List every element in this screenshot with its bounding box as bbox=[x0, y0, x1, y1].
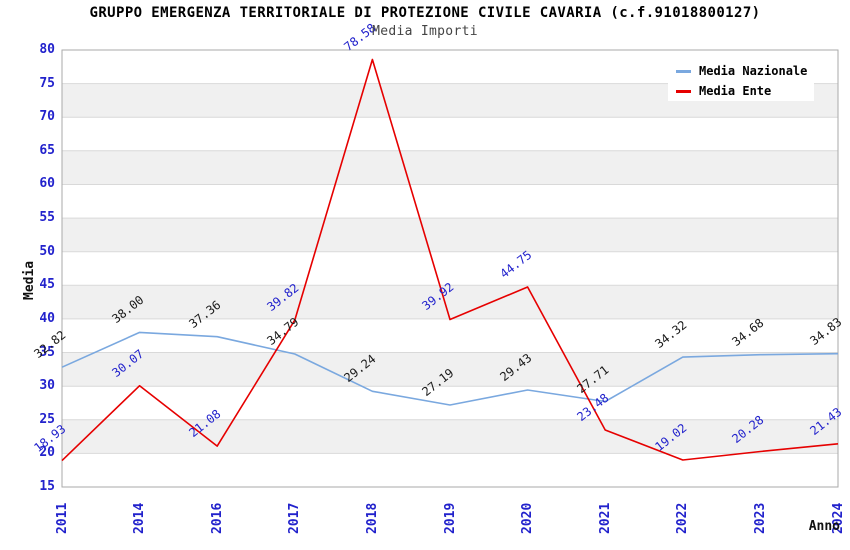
y-tick-label: 75 bbox=[39, 75, 55, 91]
x-tick-label: 2016 bbox=[209, 502, 225, 534]
y-tick-label: 55 bbox=[39, 210, 55, 226]
x-tick-label: 2018 bbox=[364, 502, 380, 534]
media-nazionale-line bbox=[61, 331, 839, 406]
legend-label-media-ente: Media Ente bbox=[699, 84, 772, 98]
legend: Media Nazionale Media Ente bbox=[668, 61, 814, 101]
x-tick-label: 2023 bbox=[752, 502, 768, 534]
y-tick-label: 15 bbox=[39, 479, 55, 494]
legend-swatch-media-ente-icon bbox=[676, 89, 691, 93]
legend-item-media-nazionale: Media Nazionale bbox=[668, 63, 814, 79]
y-tick-label: 80 bbox=[39, 42, 55, 57]
y-tick-label: 70 bbox=[39, 109, 55, 125]
y-tick-label: 25 bbox=[39, 411, 55, 427]
y-tick-label: 45 bbox=[39, 277, 55, 293]
y-tick-label: 50 bbox=[39, 243, 55, 259]
legend-label-media-nazionale: Media Nazionale bbox=[699, 64, 808, 78]
legend-swatch-media-nazionale-icon bbox=[676, 69, 691, 73]
media-ente-line bbox=[61, 58, 839, 462]
x-tick-label: 2019 bbox=[442, 502, 458, 534]
y-tick-label: 35 bbox=[39, 344, 55, 360]
legend-item-media-ente: Media Ente bbox=[668, 83, 814, 99]
x-tick-label: 2014 bbox=[132, 502, 148, 534]
y-tick-label: 40 bbox=[39, 310, 55, 326]
x-tick-label: 2022 bbox=[675, 502, 691, 534]
y-tick-label: 20 bbox=[39, 445, 55, 461]
x-tick-label: 2020 bbox=[520, 502, 536, 534]
y-tick-label: 60 bbox=[39, 176, 55, 192]
x-tick-label: 2017 bbox=[287, 502, 303, 534]
x-axis-title: Anno bbox=[808, 519, 840, 534]
chart-subtitle: Media Importi bbox=[372, 24, 478, 39]
chart-title: GRUPPO EMERGENZA TERRITORIALE DI PROTEZI… bbox=[89, 5, 761, 21]
y-tick-label: 30 bbox=[39, 378, 55, 394]
y-tick-label: 65 bbox=[39, 142, 55, 158]
x-tick-label: 2011 bbox=[54, 502, 70, 534]
x-tick-label: 2021 bbox=[597, 502, 613, 534]
